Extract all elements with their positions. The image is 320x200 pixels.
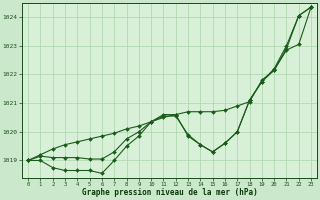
X-axis label: Graphe pression niveau de la mer (hPa): Graphe pression niveau de la mer (hPa)	[82, 188, 258, 197]
